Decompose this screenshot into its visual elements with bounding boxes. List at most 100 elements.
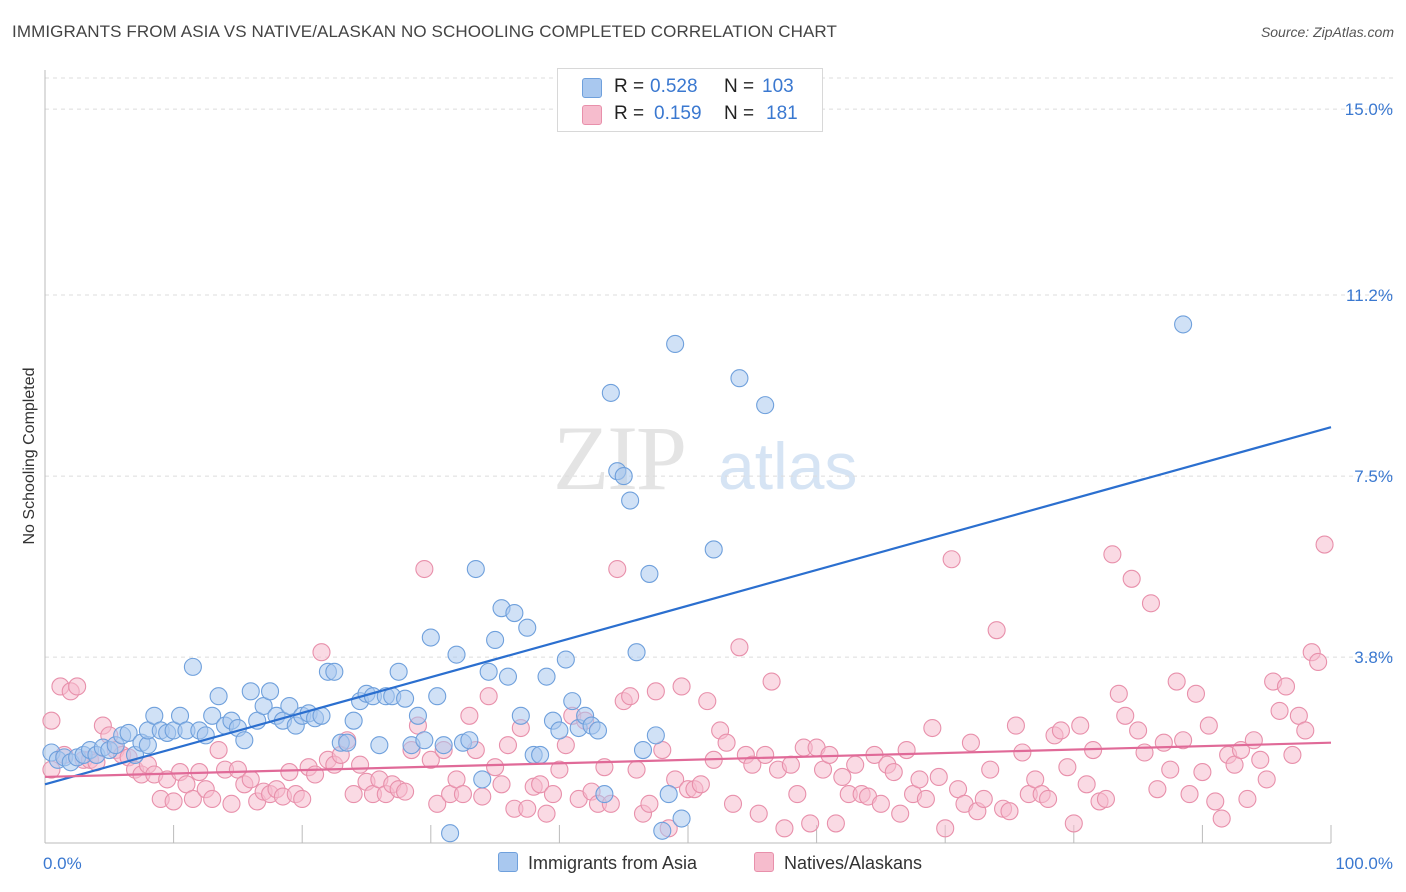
watermark-atlas: atlas xyxy=(718,429,858,503)
data-point xyxy=(891,804,910,823)
data-point xyxy=(518,799,537,818)
data-point xyxy=(601,383,620,402)
data-point xyxy=(1276,677,1296,696)
data-point xyxy=(68,677,87,696)
data-point xyxy=(1174,731,1193,750)
data-point xyxy=(1174,315,1193,334)
data-point xyxy=(415,731,434,750)
data-point xyxy=(929,767,948,787)
data-point xyxy=(717,733,736,752)
watermark-zip: ZIP xyxy=(553,407,687,509)
series-immigrants-from-asia xyxy=(42,315,1193,843)
trend-lines xyxy=(44,426,1332,786)
data-point xyxy=(936,819,955,838)
data-point xyxy=(1148,780,1167,799)
data-point xyxy=(498,736,518,755)
data-point xyxy=(537,667,556,686)
data-point xyxy=(1000,802,1019,821)
data-point xyxy=(1212,809,1231,828)
data-point xyxy=(1141,594,1161,613)
data-point xyxy=(1096,789,1115,809)
x-tick-label: 100.0% xyxy=(1335,854,1393,873)
y-axis-label: No Schooling Completed xyxy=(21,368,38,545)
data-point xyxy=(1064,814,1083,833)
data-point xyxy=(389,662,408,681)
data-point xyxy=(1167,672,1186,691)
data-point xyxy=(203,789,222,809)
data-point xyxy=(961,733,980,752)
x-tick-label: 0.0% xyxy=(43,854,82,873)
data-point xyxy=(563,692,582,711)
series-natives-alaskans xyxy=(42,535,1334,838)
data-point xyxy=(1116,706,1135,725)
data-point xyxy=(659,785,678,804)
source-credit: Source: ZipAtlas.com xyxy=(1260,24,1394,40)
trend-line xyxy=(44,741,1332,779)
data-point xyxy=(531,775,550,794)
grid-lines xyxy=(45,77,1393,658)
data-point xyxy=(627,643,646,662)
data-point xyxy=(621,687,640,706)
data-point xyxy=(1051,721,1070,740)
data-point xyxy=(241,770,260,789)
data-point xyxy=(466,559,485,579)
data-point xyxy=(505,604,524,623)
data-point xyxy=(260,682,280,701)
axes xyxy=(44,70,1332,844)
data-point xyxy=(421,750,440,769)
data-point xyxy=(987,621,1006,640)
data-point xyxy=(1283,745,1302,764)
bottom-legend-asia: Immigrants from Asia xyxy=(498,852,697,874)
legend-r-label: R = xyxy=(614,76,645,97)
data-point xyxy=(608,559,627,579)
y-tick-label: 7.5% xyxy=(1354,467,1393,486)
data-point xyxy=(1309,652,1328,672)
chart-title: IMMIGRANTS FROM ASIA VS NATIVE/ALASKAN N… xyxy=(12,22,837,41)
data-point xyxy=(1186,684,1206,703)
data-point xyxy=(627,760,646,779)
data-point xyxy=(653,821,672,840)
data-point xyxy=(1244,731,1263,750)
data-point xyxy=(633,740,653,760)
data-point xyxy=(833,767,852,787)
data-point xyxy=(1129,721,1148,740)
data-point xyxy=(428,794,447,813)
data-point xyxy=(1161,760,1180,779)
legend-n-label: N = xyxy=(724,103,755,124)
data-point xyxy=(1206,792,1225,811)
data-point xyxy=(550,721,569,740)
data-point xyxy=(338,733,357,752)
data-point xyxy=(537,804,556,823)
data-point xyxy=(884,763,903,782)
tick-labels: 3.8% 7.5% 11.2% 15.0% 0.0% 100.0% xyxy=(43,100,1393,873)
trend-line xyxy=(44,426,1332,786)
data-point xyxy=(196,726,215,745)
data-point xyxy=(415,559,434,579)
data-point xyxy=(672,677,691,696)
data-point xyxy=(293,789,312,809)
data-point xyxy=(614,467,633,486)
data-point xyxy=(396,782,415,801)
data-point xyxy=(518,618,537,637)
data-point xyxy=(1077,775,1096,794)
data-point xyxy=(428,687,447,706)
data-point xyxy=(1154,733,1173,752)
y-tick-label: 11.2% xyxy=(1346,286,1393,305)
data-point xyxy=(781,755,800,774)
data-point xyxy=(801,814,820,833)
data-point xyxy=(756,396,775,415)
data-point xyxy=(621,491,640,510)
bottom-legend-swatch-natives xyxy=(754,852,774,872)
data-point xyxy=(646,682,665,701)
data-point xyxy=(1257,770,1276,789)
data-point xyxy=(312,643,331,662)
data-point xyxy=(351,755,370,774)
data-point xyxy=(441,824,460,843)
data-point xyxy=(531,745,550,764)
legend-swatch-asia xyxy=(582,78,602,98)
bottom-legend-natives: Natives/Alaskans xyxy=(754,852,922,874)
data-point xyxy=(730,638,749,657)
data-point xyxy=(1315,535,1334,554)
data-point xyxy=(1251,750,1270,769)
